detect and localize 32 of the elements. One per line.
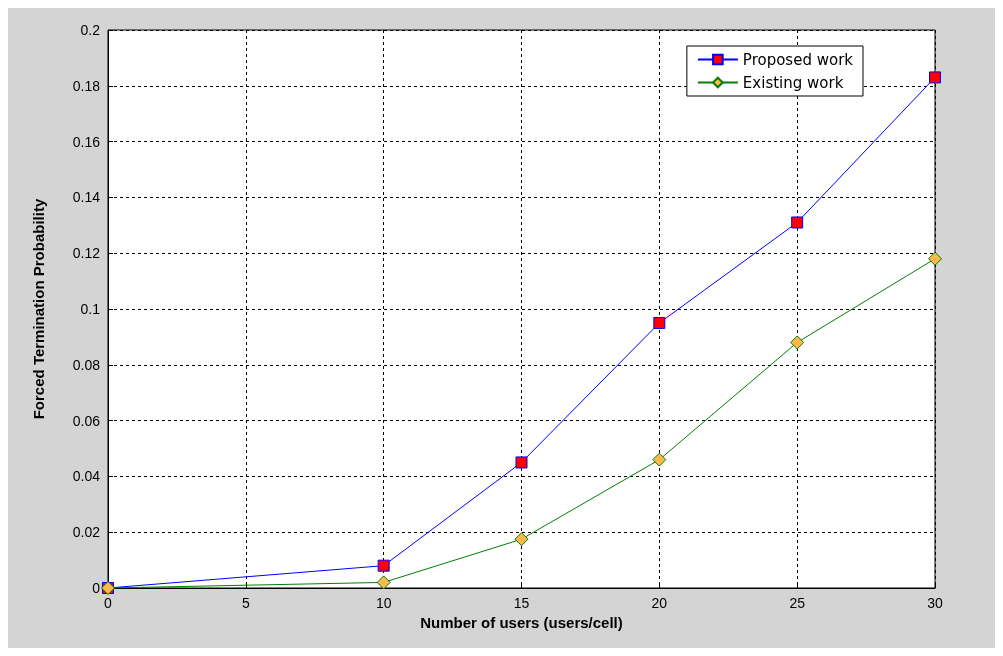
x-axis-title: Number of users (users/cell) (420, 613, 623, 631)
x-tick-label: 20 (651, 595, 668, 611)
y-tick-label: 0.18 (72, 77, 101, 94)
y-tick-label: 0.1 (80, 301, 101, 317)
y-tick-label: 0 (92, 580, 101, 596)
y-axis-title: Forced Termination Probability (30, 198, 47, 420)
point (514, 532, 529, 547)
y-tick-label: 0.16 (72, 133, 101, 150)
point (790, 335, 805, 350)
y-tick-label: 0.04 (72, 468, 101, 485)
point (653, 316, 666, 329)
legend-label: Existing work (742, 73, 844, 92)
x-tick-label: 15 (513, 595, 530, 611)
point (928, 251, 942, 266)
y-tick-label: 0.08 (72, 356, 101, 373)
y-tick-label: 0.14 (72, 189, 101, 206)
x-tick-label: 5 (241, 595, 250, 611)
y-tick-label: 0.2 (80, 22, 101, 38)
x-tick-label: 0 (104, 595, 113, 611)
point (376, 575, 391, 590)
y-tick-label: 0.06 (72, 412, 101, 429)
legend-label: Proposed work (742, 50, 854, 69)
x-tick-label: 10 (375, 595, 392, 611)
x-tick-label: 30 (927, 595, 943, 611)
x-tick-label: 25 (789, 595, 806, 611)
point (377, 559, 390, 572)
point (929, 71, 941, 84)
y-tick-label: 0.02 (72, 524, 101, 541)
point (652, 452, 667, 467)
point (515, 456, 528, 469)
point (791, 216, 804, 229)
y-tick-label: 0.12 (72, 245, 101, 262)
